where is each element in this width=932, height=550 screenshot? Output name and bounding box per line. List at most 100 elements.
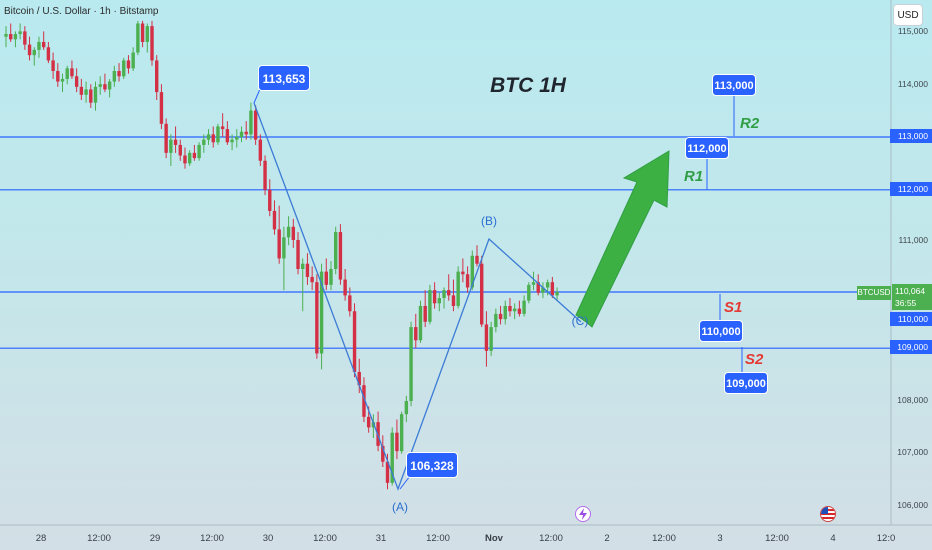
candle-body [442,290,446,299]
candle-body [414,327,418,341]
candle-body [541,287,545,293]
candle-body [9,34,13,40]
price-tick-highlight: 112,000 [890,182,932,196]
candle-body [37,41,41,50]
candle-body [263,160,267,190]
candle-body [155,60,159,93]
time-label: 4 [830,533,836,544]
candle-body [310,276,314,283]
candle-body [390,432,394,483]
candle-body [282,237,286,259]
candle-body [51,60,55,71]
r1-label: R1 [684,168,704,185]
s2-callout: 109,000 [724,372,768,394]
candle-body [357,371,361,386]
price-tick: 115,000 [897,26,928,36]
price-tick-highlight: 113,000 [890,129,932,143]
high-pointer-line [253,88,261,104]
candle-body [70,68,74,77]
time-label: 12:00 [765,533,789,544]
candle-body [178,144,182,156]
candle-body [122,60,126,77]
candle-body [103,84,107,90]
horizontal-levels [0,136,891,349]
candle-body [437,298,442,304]
symbol-label[interactable]: Bitcoin / U.S. Dollar · 1h · Bitstamp [4,6,159,17]
price-tick: 114,000 [897,79,928,89]
candle-body [206,134,211,140]
s1-label: S1 [724,299,743,316]
candle-body [315,282,319,354]
candle-body [508,305,512,312]
candle-body [498,313,503,320]
candle-body [65,68,69,79]
price-tick: 111,000 [898,235,928,245]
wave-label-a: (A) [392,500,408,514]
candle-body [381,445,385,462]
candle-body [98,84,102,87]
candle-body [512,308,517,312]
candle-body [277,229,281,259]
candle-body [136,23,140,53]
candle-body [211,134,215,143]
time-label: 12:00 [200,533,224,544]
candle-body [305,263,310,277]
candle-body [272,210,277,230]
time-label: 31 [375,533,387,544]
price-tick-highlight: 109,000 [890,340,932,354]
current-symbol-tag: BTCUSD [857,286,891,300]
candle-body [74,76,79,87]
candle-body [456,271,460,306]
candle-body [399,414,404,452]
candle-body [409,327,413,401]
candle-body [418,305,423,341]
candle-body [470,255,474,288]
time-label: 12:00 [313,533,337,544]
projection-arrow [575,150,670,328]
candle-body [107,81,112,90]
candle-body [230,139,234,143]
candle-body [352,311,357,372]
candle-body [536,282,540,293]
us-flag-icon[interactable] [820,506,836,522]
candle-body [126,60,131,69]
candle-body [451,295,456,306]
candle-body [329,269,333,285]
candle-body [164,123,168,153]
candle-body [291,226,296,240]
candle-body [385,461,390,483]
candle-body [428,290,432,322]
time-label: 2 [604,533,610,544]
candle-body [301,263,305,269]
candle-body [258,139,263,161]
candle-body [79,86,84,95]
candle-body [225,129,230,143]
wave-label-c: (C) [571,314,589,328]
candle-body [89,89,93,103]
candle-body [432,290,437,304]
candle-body [480,263,484,325]
candle-body [32,49,36,56]
candle-body [117,71,121,77]
candle-body [150,26,154,61]
candle-body [286,226,291,238]
candle-body [404,401,409,415]
candle-body [169,139,173,153]
candle-body [13,34,18,40]
currency-button[interactable]: USD [893,4,923,26]
candle-series [4,20,559,490]
time-label: Nov [485,533,503,544]
current-price-tag: 110,064 36:55 [892,284,932,310]
abc-wave-line [253,102,582,491]
time-label: 30 [262,533,274,544]
candle-body [348,295,352,312]
candle-body [183,155,187,164]
lightning-icon[interactable] [575,506,591,522]
candle-body [197,144,201,159]
candle-body [395,432,399,452]
candle-body [220,126,225,130]
candle-body [192,152,197,159]
candle-body [253,110,258,140]
candle-body [187,152,192,164]
